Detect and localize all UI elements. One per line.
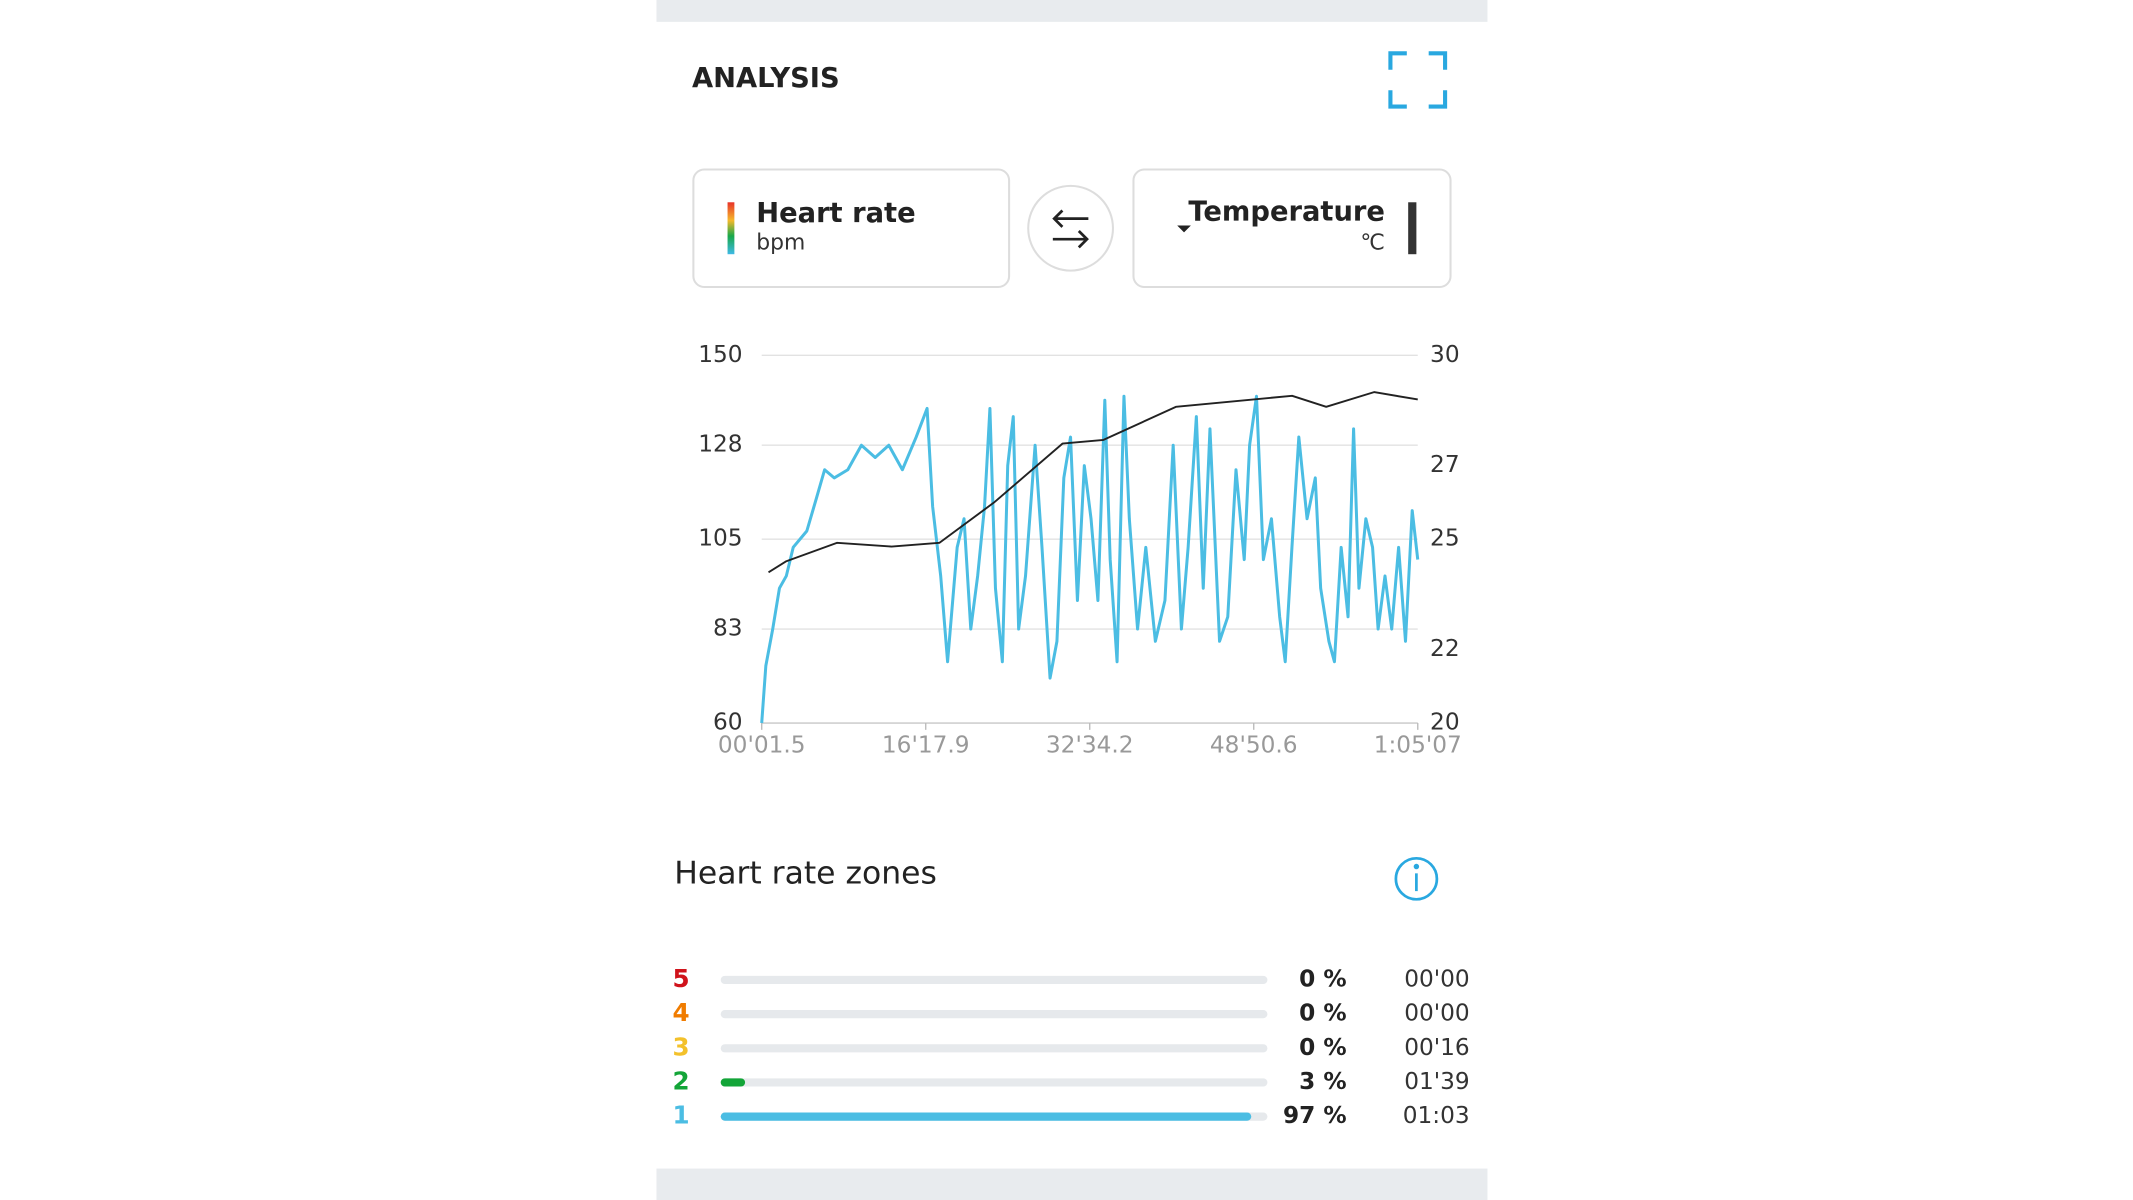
zone-time: 00'00 [1404, 965, 1469, 992]
zones-title: Heart rate zones [674, 856, 937, 892]
x-tick-label: 16'17.9 [882, 732, 970, 759]
series-line [768, 391, 1418, 574]
zone-time: 00'16 [1404, 1034, 1469, 1061]
x-tick-label: 00'01.5 [718, 732, 806, 759]
swap-button[interactable] [1027, 184, 1114, 272]
y-tick-label: 60 [713, 709, 743, 736]
zone-percent: 0 % [1299, 965, 1347, 992]
y2-tick-label: 27 [1430, 451, 1460, 478]
y-tick-label: 128 [698, 431, 742, 458]
swap-icon [1052, 209, 1089, 249]
y-tick-label: 105 [698, 525, 742, 552]
y2-tick-label: 20 [1430, 709, 1460, 736]
y2-tick-label: 30 [1430, 341, 1460, 368]
y-tick-label: 150 [698, 341, 742, 368]
left-selector[interactable] [692, 168, 1011, 289]
zone-label: 5 [673, 964, 690, 993]
chart: 60 83 105 128 150 20 22 25 27 30 00'01.5 16'17.9 32'… [698, 341, 1462, 759]
zone-time: 01:03 [1403, 1102, 1470, 1129]
zone-percent: 0 % [1299, 1000, 1347, 1027]
zone-label: 1 [673, 1101, 690, 1130]
right-title: Temperature [1188, 197, 1385, 228]
zone-percent: 97 % [1283, 1102, 1347, 1129]
section-title: ANALYSIS [692, 63, 840, 94]
dropdown-arrow [1177, 225, 1191, 233]
left-title: Heart rate [756, 198, 915, 229]
right-selector[interactable] [1132, 168, 1452, 289]
x-tick-label: 48'50.6 [1210, 732, 1298, 759]
bottom-band [656, 1168, 1488, 1200]
left-unit: bpm [756, 230, 805, 255]
zone-label: 2 [673, 1066, 690, 1095]
fullscreen-button[interactable] [1388, 51, 1448, 109]
zone-percent: 0 % [1299, 1034, 1347, 1061]
zone-label: 4 [673, 998, 690, 1027]
y2-tick-label: 25 [1430, 525, 1460, 552]
heart-color-bar [727, 202, 735, 255]
zone-time: 01'39 [1404, 1068, 1469, 1095]
zone-percent: 3 % [1299, 1068, 1347, 1095]
x-tick-label: 32'34.2 [1046, 732, 1134, 759]
y-tick-label: 83 [713, 615, 743, 642]
zone-time: 00'00 [1404, 1000, 1469, 1027]
series-line [760, 394, 1420, 724]
zone-label: 3 [673, 1032, 690, 1061]
y2-tick-label: 22 [1430, 635, 1460, 662]
x-tick-label: 1:05'07 [1374, 732, 1462, 759]
right-unit: ℃ [1360, 230, 1385, 255]
zones: 5 0 % 00'00 4 0 % 00'00 3 0 % 00'16 2 3 % 01'39 1 97 … [673, 964, 1470, 1130]
top-band [656, 0, 1488, 22]
temp-color-bar [1408, 202, 1417, 255]
info-button[interactable] [1394, 856, 1439, 901]
